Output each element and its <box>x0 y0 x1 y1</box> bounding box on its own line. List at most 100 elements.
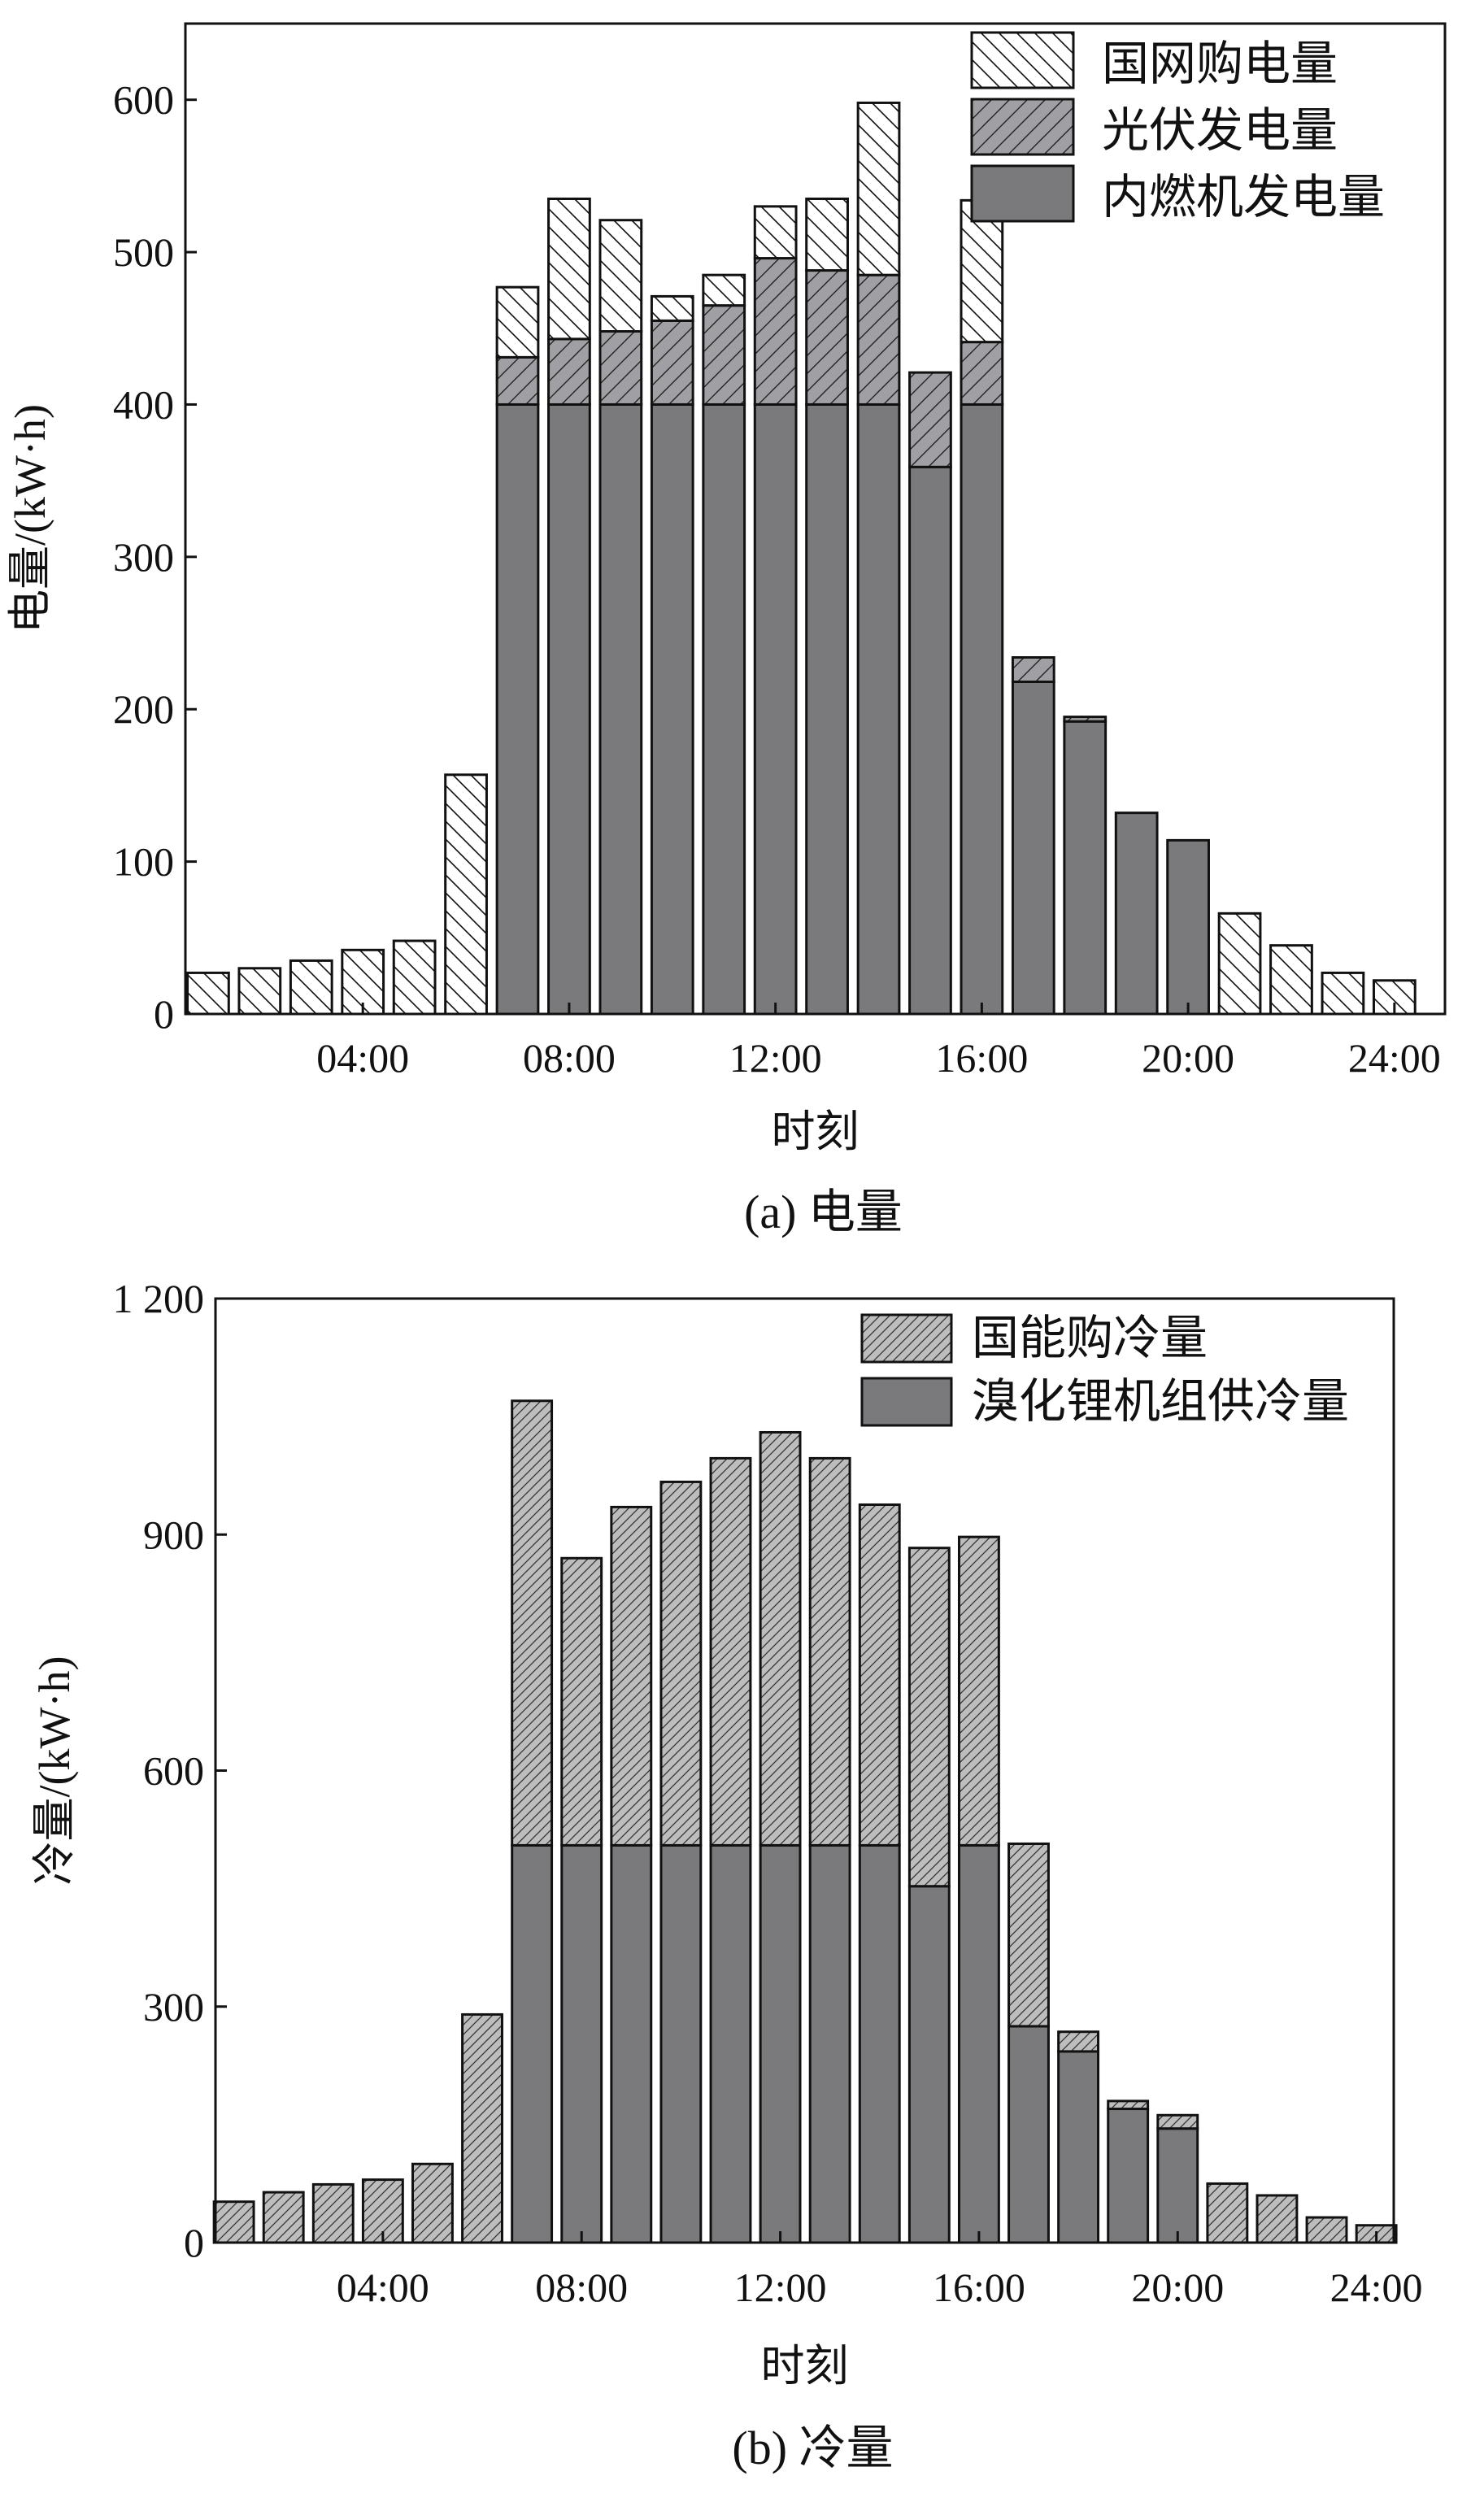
bar-base <box>808 1843 851 2244</box>
y-tick-label: 200 <box>113 686 174 732</box>
bar-base <box>1057 2050 1100 2244</box>
bar-stack1 <box>598 330 643 406</box>
bar-base <box>560 1843 603 2244</box>
x-tick-label: 08:00 <box>535 2265 628 2310</box>
bar-stack2 <box>856 101 901 276</box>
bar-stack1 <box>908 371 952 468</box>
legend-swatch <box>860 1313 953 1364</box>
x-tick-label: 24:00 <box>1348 1035 1441 1081</box>
x-tick-label: 16:00 <box>933 2265 1025 2310</box>
y-tick-label: 600 <box>113 77 174 123</box>
bar-stack2 <box>289 959 333 1016</box>
bar-stack1 <box>1305 2216 1348 2244</box>
bar-base <box>858 1843 901 2244</box>
x-tick-label: 16:00 <box>935 1035 1028 1081</box>
bar-stack1 <box>547 337 591 406</box>
legend-swatch <box>970 31 1075 89</box>
electricity-chart: 0 100 200 300 400 500 600 04:00 08:00 12:00 16:00 2… <box>6 22 1447 1238</box>
y-tick-label: 900 <box>143 1512 204 1557</box>
legend-label: 国网购电量 <box>1102 37 1338 90</box>
x-tick-label: 04:00 <box>337 2265 429 2310</box>
bar-stack2 <box>650 294 694 322</box>
bar-stack1 <box>1156 2113 1199 2130</box>
bar-stack2 <box>702 273 746 307</box>
bar-stack2 <box>753 205 798 260</box>
bar-stack1 <box>957 1535 1000 1847</box>
bar-base <box>957 1843 1000 2244</box>
bar-stack2 <box>805 197 849 272</box>
bar-stack2 <box>495 285 540 359</box>
bar-base <box>805 402 849 1016</box>
bar-stack2 <box>237 967 282 1016</box>
legend-label: 光伏发电量 <box>1102 104 1338 157</box>
bar-stack2 <box>444 773 488 1016</box>
bar-stack1 <box>311 2182 355 2244</box>
bar-stack2 <box>1217 912 1262 1016</box>
bar-stack1 <box>907 1547 951 1888</box>
y-axis-label: 冷量/(kW·h) <box>30 1656 79 1886</box>
legend-swatch <box>970 98 1075 156</box>
bar-stack1 <box>495 355 540 406</box>
x-tick-label: 08:00 <box>523 1035 616 1081</box>
bar-stack1 <box>702 304 746 406</box>
bar-base <box>759 1843 802 2244</box>
bar-stack1 <box>1256 2194 1299 2244</box>
bar-stack1 <box>808 1456 851 1847</box>
legend-label: 国能购冷量 <box>972 1312 1208 1364</box>
bar-base <box>856 402 901 1016</box>
x-tick-label: 20:00 <box>1131 2265 1224 2310</box>
bar-stack1 <box>461 2012 503 2244</box>
bar-stack1 <box>709 1456 752 1847</box>
bar-stack1 <box>753 257 798 406</box>
x-tick-label: 20:00 <box>1142 1035 1234 1081</box>
bar-stack1 <box>659 1480 703 1847</box>
y-axis-label: 电量/(kW·h) <box>6 404 54 633</box>
bar-stack1 <box>212 2200 255 2244</box>
legend-swatch <box>860 1377 953 1427</box>
bar-stack1 <box>856 273 901 406</box>
bar-base <box>547 402 591 1016</box>
y-tick-label: 500 <box>113 229 174 275</box>
bar-stack2 <box>1321 971 1365 1016</box>
cooling-chart: 0 300 600 900 1 200 04:00 08:00 12:00 16:00 20:00… <box>30 1276 1423 2474</box>
bar-base <box>1107 2108 1150 2244</box>
y-tick-label: 0 <box>154 991 174 1037</box>
x-axis-label: 时刻 <box>761 2342 849 2391</box>
x-tick-label: 12:00 <box>729 1035 822 1081</box>
bar-stack1 <box>1206 2182 1249 2244</box>
x-tick-label: 24:00 <box>1330 2265 1423 2310</box>
bar-base <box>908 465 952 1016</box>
y-tick-label: 100 <box>113 839 174 885</box>
plot-frame <box>214 1297 1395 2244</box>
figure-caption: (b) 冷量 <box>732 2421 893 2474</box>
bar-base <box>960 402 1004 1016</box>
bar-base <box>1114 812 1159 1016</box>
bar-stack2 <box>186 971 230 1016</box>
bar-base <box>650 402 694 1016</box>
bar-base <box>1063 720 1108 1016</box>
y-tick-label: 300 <box>113 534 174 580</box>
figure-caption: (a) 电量 <box>744 1186 903 1238</box>
bar-stack1 <box>560 1556 603 1847</box>
bar-base <box>1166 838 1210 1016</box>
bar-base <box>1007 2025 1050 2244</box>
bar-stack1 <box>1107 2099 1150 2111</box>
bar-stack1 <box>1057 2030 1100 2053</box>
bar-base <box>702 402 746 1016</box>
bar-stack1 <box>650 319 694 406</box>
y-tick-label: 300 <box>143 1984 204 2030</box>
bar-base <box>495 402 540 1016</box>
bar-stack1 <box>411 2162 454 2244</box>
bar-stack1 <box>960 341 1004 406</box>
bar-stack2 <box>547 197 591 341</box>
bar-base <box>907 1885 951 2244</box>
bar-base <box>1156 2127 1199 2244</box>
bar-base <box>753 402 798 1016</box>
bar-stack1 <box>262 2191 305 2244</box>
bar-stack2 <box>1269 944 1313 1016</box>
bar-base <box>511 1843 554 2244</box>
bar-stack1 <box>610 1505 653 1847</box>
legend-label: 内燃机发电量 <box>1102 171 1385 224</box>
x-axis-label: 时刻 <box>772 1107 860 1156</box>
